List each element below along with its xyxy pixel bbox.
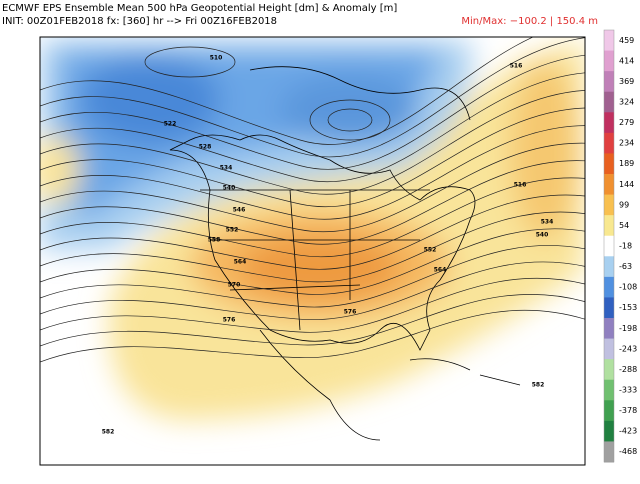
colorbar-swatch bbox=[604, 194, 614, 216]
contour-label: 534 bbox=[220, 165, 233, 172]
title: ECMWF EPS Ensemble Mean 500 hPa Geopoten… bbox=[2, 3, 397, 14]
colorbar-label: -198 bbox=[619, 324, 637, 333]
colorbar-swatch bbox=[604, 50, 614, 72]
colorbar-label: 459 bbox=[619, 36, 634, 45]
contour-line bbox=[40, 37, 585, 158]
map-frame bbox=[39, 36, 586, 466]
contour-line bbox=[40, 228, 585, 295]
contour-line bbox=[40, 177, 585, 258]
contour-label: 582 bbox=[532, 382, 545, 389]
colorbar-swatch bbox=[604, 215, 614, 237]
contour-line bbox=[40, 72, 585, 183]
contour-label: 582 bbox=[102, 429, 115, 436]
contour-line bbox=[40, 160, 585, 245]
colorbar-label: -63 bbox=[619, 262, 632, 271]
map-area: 510 516 522 528 534 540 546 552 558 564 570 576 582 5… bbox=[40, 37, 585, 465]
colorbar-label: -333 bbox=[619, 386, 637, 395]
colorbar-swatch bbox=[604, 235, 614, 257]
contour-label: 564 bbox=[234, 259, 247, 266]
coastlines bbox=[169, 66, 521, 441]
colorbar-swatch bbox=[604, 71, 614, 93]
colorbar-swatch bbox=[604, 30, 614, 52]
colorbar-label: -288 bbox=[619, 365, 637, 374]
contour-label: 552 bbox=[424, 247, 437, 254]
colorbar-swatch bbox=[604, 153, 614, 175]
contour-line bbox=[327, 108, 373, 132]
contour-line bbox=[40, 211, 585, 283]
colorbar-swatch bbox=[604, 112, 614, 134]
contour-line bbox=[40, 54, 585, 170]
colorbar-swatch bbox=[604, 420, 614, 442]
contour-label: 522 bbox=[164, 121, 177, 128]
colorbar-label: 279 bbox=[619, 118, 634, 127]
contour-label: 576 bbox=[223, 317, 236, 324]
contour-label: 552 bbox=[226, 227, 239, 234]
colorbar-swatch bbox=[604, 441, 614, 463]
contour-line bbox=[40, 309, 585, 363]
contour-line bbox=[40, 90, 585, 195]
contour-line bbox=[40, 142, 585, 232]
colorbar-label: 234 bbox=[619, 139, 634, 148]
contour-line bbox=[40, 293, 585, 347]
contour-label: 534 bbox=[541, 219, 554, 226]
contour-label: 510 bbox=[210, 55, 223, 62]
colorbar-swatch bbox=[604, 256, 614, 278]
colorbar-label: 369 bbox=[619, 77, 634, 86]
colorbar-label: -468 bbox=[619, 447, 637, 456]
colorbar-swatch bbox=[604, 338, 614, 360]
colorbar-swatch bbox=[604, 318, 614, 340]
colorbar-swatch bbox=[604, 379, 614, 401]
contour-line bbox=[40, 261, 585, 321]
contour-label: 516 bbox=[514, 182, 527, 189]
colorbar-label: 324 bbox=[619, 98, 634, 107]
contour-label: 558 bbox=[208, 237, 221, 244]
contour-label: 570 bbox=[228, 282, 241, 289]
contour-label: 576 bbox=[344, 309, 357, 316]
colorbar-label: 189 bbox=[619, 159, 634, 168]
contour-label: 528 bbox=[199, 144, 212, 151]
colorbar-swatch bbox=[604, 276, 614, 298]
colorbar-swatch bbox=[604, 91, 614, 113]
colorbar-label: -153 bbox=[619, 303, 637, 312]
colorbar-label: -378 bbox=[619, 406, 637, 415]
colorbar-swatch bbox=[604, 297, 614, 319]
contour-line bbox=[40, 37, 534, 145]
contour-line bbox=[40, 107, 585, 208]
contour-line bbox=[40, 194, 585, 270]
colorbar-label: 414 bbox=[619, 56, 634, 65]
contour-label: 546 bbox=[233, 207, 246, 214]
colorbar-frame bbox=[603, 29, 615, 463]
min-max: Min/Max: −100.2 | 150.4 m bbox=[461, 16, 598, 27]
colorbar-label: -108 bbox=[619, 283, 637, 292]
contour-label: 516 bbox=[510, 63, 523, 70]
colorbar-label: -423 bbox=[619, 427, 637, 436]
colorbar-label: 54 bbox=[619, 221, 629, 230]
colorbar-label: 144 bbox=[619, 180, 634, 189]
contour-line bbox=[40, 245, 585, 308]
contour-line bbox=[40, 125, 585, 220]
colorbar-label: -243 bbox=[619, 344, 637, 353]
colorbar-label: 99 bbox=[619, 200, 629, 209]
init-line: INIT: 00Z01FEB2018 fx: [360] hr --> Fri … bbox=[2, 16, 277, 27]
colorbar-label: -18 bbox=[619, 242, 632, 251]
colorbar-swatch bbox=[604, 400, 614, 422]
contour-label: 540 bbox=[223, 185, 236, 192]
colorbar-swatch bbox=[604, 174, 614, 196]
height-contours bbox=[40, 37, 585, 363]
colorbar-swatch bbox=[604, 132, 614, 154]
contour-line bbox=[309, 99, 391, 141]
contour-label: 540 bbox=[536, 232, 549, 239]
contour-line bbox=[144, 46, 236, 78]
contour-label: 564 bbox=[434, 267, 447, 274]
colorbar-swatch bbox=[604, 359, 614, 381]
contour-line bbox=[40, 277, 585, 333]
